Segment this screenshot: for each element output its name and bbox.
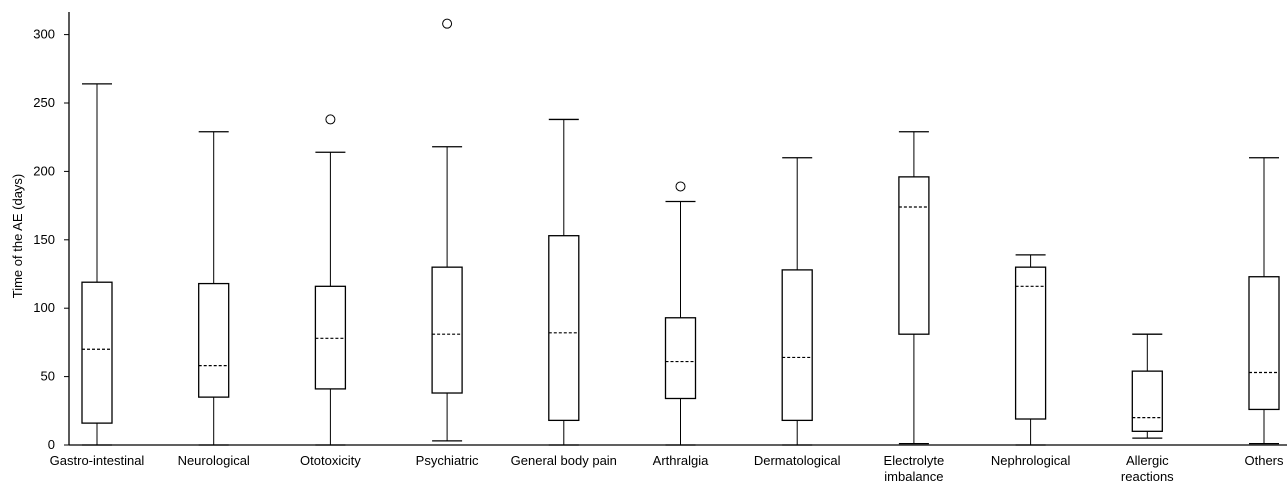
outlier-point [675,181,686,192]
box-6 [781,157,813,446]
category-label: General body pain [511,453,617,468]
box-9 [1131,333,1163,439]
category-label: Gastro-intestinal [50,453,145,468]
y-axis-title: Time of the AE (days) [10,174,25,299]
category-labels: Gastro-intestinal Neurological Ototoxicity… [50,453,1284,484]
iqr-box [664,317,697,400]
category-label: Nephrological [991,453,1071,468]
category-label: Dermatological [754,453,841,468]
iqr-box [898,176,930,335]
category-label: Allergic reactions [1121,453,1174,484]
y-tick-label: 100 [33,300,55,315]
y-tick-label: 150 [33,232,55,247]
iqr-box [314,285,347,390]
iqr-box [431,266,463,394]
category-label: Neurological [178,453,250,468]
box-3 [431,18,463,442]
iqr-box [548,235,580,422]
y-tick-label: 0 [48,437,55,452]
category-label: Electrolyte imbalance [884,453,945,484]
y-tick-label: 250 [33,95,55,110]
category-label: Psychiatric [416,453,479,468]
outlier-point [325,114,336,125]
y-tick-label: 50 [41,369,55,384]
box-5 [664,181,697,446]
box-1 [198,131,230,446]
axes: 0 50 100 150 200 250 300 [33,12,1287,452]
iqr-box [198,282,230,398]
box-10 [1248,157,1280,445]
box-4 [548,118,580,446]
category-label: Arthralgia [653,453,709,468]
y-tick-label: 200 [33,163,55,178]
iqr-box [1248,276,1280,411]
iqr-box [1131,370,1163,432]
boxes [81,18,1280,446]
category-label: Ototoxicity [300,453,361,468]
box-0 [81,83,113,446]
box-2 [314,114,347,446]
iqr-box [81,281,113,424]
outlier-point [442,18,453,29]
box-8 [1014,254,1047,446]
iqr-box [1014,266,1047,420]
iqr-box [781,269,813,422]
category-label: Others [1244,453,1284,468]
y-tick-label: 300 [33,27,55,42]
box-7 [898,131,930,445]
